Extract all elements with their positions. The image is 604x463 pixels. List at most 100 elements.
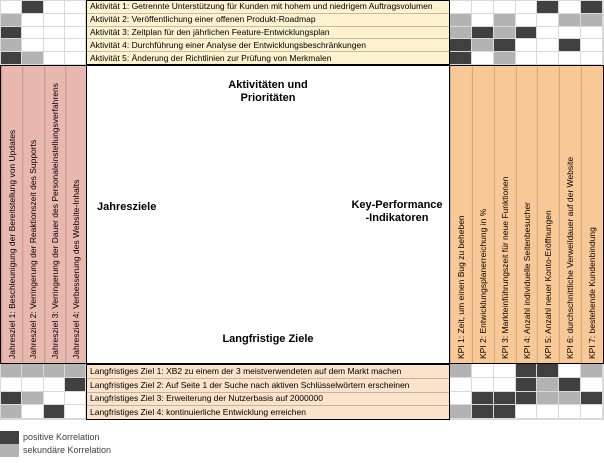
longterm-goal-row: Langfristiges Ziel 2: Auf Seite 1 der Su…	[87, 379, 449, 393]
empty-cell	[64, 26, 86, 40]
matrix-activities-yeargoals	[0, 0, 86, 65]
empty-cell	[537, 26, 560, 40]
empty-cell	[1, 1, 23, 14]
empty-cell	[22, 26, 44, 40]
kpi-column: KPI 2: Entwicklungsplanerreichung in %	[471, 66, 494, 363]
year-goal-column: Jahresziel 1: Beschleunigung der Bereits…	[1, 66, 23, 363]
empty-cell	[64, 13, 86, 27]
secondary-correlation-cell	[1, 405, 23, 419]
kpi-column: KPI 7: bestehende Kundenbindung	[581, 66, 604, 363]
secondary-correlation-cell	[22, 364, 44, 378]
activity-row: Aktivität 5: Änderung der Richtlinien zu…	[90, 52, 332, 63]
kpi-quadrant-label: Key-Performance -Indikatoren	[351, 199, 443, 224]
empty-cell	[471, 377, 494, 392]
positive-correlation-cell	[22, 1, 44, 14]
empty-cell	[22, 405, 44, 419]
secondary-correlation-cell	[493, 13, 516, 27]
empty-cell	[515, 13, 538, 27]
year-goal-column: Jahresziel 4: Verbesserung des Website-I…	[64, 66, 86, 363]
positive-correlation-cell	[450, 39, 472, 53]
empty-cell	[537, 52, 560, 65]
empty-cell	[64, 39, 86, 53]
empty-cell	[515, 405, 538, 419]
empty-cell	[581, 52, 603, 65]
positive-correlation-cell	[471, 391, 494, 406]
secondary-correlation-cell	[537, 391, 560, 406]
longterm-goals-box: Langfristiges Ziel 1: XB2 zu einem der 3…	[86, 364, 450, 420]
positive-correlation-cell	[537, 1, 560, 14]
empty-cell	[22, 377, 44, 392]
empty-cell	[64, 52, 86, 65]
secondary-correlation-cell	[1, 13, 23, 27]
empty-cell	[450, 377, 472, 392]
empty-cell	[471, 13, 494, 27]
activity-row: Aktivität 1: Getrennte Unterstützung für…	[87, 1, 449, 14]
empty-cell	[559, 405, 582, 419]
positive-correlation-cell	[1, 52, 23, 65]
kpi-column: KPI 6: durchschnittliche Verweildauer au…	[559, 66, 582, 363]
empty-cell	[64, 405, 86, 419]
positive-correlation-cell	[450, 52, 472, 65]
empty-cell	[581, 377, 603, 392]
empty-cell	[493, 377, 516, 392]
empty-cell	[581, 39, 603, 53]
year-goal-column: Jahresziel 3: Verringerung der Dauer des…	[43, 66, 65, 363]
kpi-column: KPI 4: Anzahl individuelle Seitenbesuche…	[515, 66, 538, 363]
empty-cell	[450, 391, 472, 406]
empty-cell	[559, 364, 582, 378]
activity-row: Aktivität 2: Veröffentlichung einer offe…	[87, 14, 449, 27]
activities-quadrant-label: Aktivitäten und Prioritäten	[228, 79, 308, 104]
secondary-correlation-cell	[1, 39, 23, 53]
secondary-correlation-cell	[471, 39, 494, 53]
secondary-correlation-cell	[22, 391, 44, 406]
secondary-correlation-cell	[493, 26, 516, 40]
secondary-correlation-cell	[493, 52, 516, 65]
secondary-correlation-cell	[64, 364, 86, 378]
matrix-activities-kpis	[450, 0, 604, 65]
empty-cell	[559, 52, 582, 65]
positive-correlation-cell	[493, 405, 516, 419]
empty-cell	[471, 52, 494, 65]
positive-correlation-cell	[581, 1, 603, 14]
empty-cell	[471, 1, 494, 14]
year-goals-quadrant-label: Jahresziele	[97, 201, 157, 213]
secondary-correlation-cell	[22, 52, 44, 65]
positive-correlation-cell	[471, 26, 494, 40]
positive-correlation-cell	[64, 377, 86, 392]
empty-cell	[537, 13, 560, 27]
center-box	[86, 65, 450, 364]
longterm-goal-row: Langfristiges Ziel 3: Erweiterung der Nu…	[87, 393, 449, 407]
kpi-column: KPI 5: Anzahl neuer Konto-Eröffnungen	[537, 66, 560, 363]
matrix-longtermgoals-kpis	[450, 364, 604, 420]
positive-correlation-cell	[1, 391, 23, 406]
empty-cell	[43, 13, 65, 27]
legend-row-secondary: sekundäre Korrelation	[0, 444, 111, 457]
empty-cell	[43, 391, 65, 406]
empty-cell	[581, 405, 603, 419]
empty-cell	[559, 26, 582, 40]
secondary-correlation-cell	[581, 364, 603, 378]
empty-cell	[559, 1, 582, 14]
empty-cell	[22, 13, 44, 27]
positive-correlation-cell	[559, 377, 582, 392]
empty-cell	[1, 377, 23, 392]
positive-correlation-cell	[515, 26, 538, 40]
empty-cell	[515, 52, 538, 65]
empty-cell	[22, 39, 44, 53]
empty-cell	[43, 26, 65, 40]
matrix-longtermgoals-yeargoals	[0, 364, 86, 420]
year-goals-strip: Jahresziel 1: Beschleunigung der Bereits…	[0, 65, 86, 364]
empty-cell	[471, 364, 494, 378]
longterm-goal-row: Langfristiges Ziel 4: kontinuierliche En…	[90, 407, 306, 418]
empty-cell	[43, 52, 65, 65]
empty-cell	[43, 39, 65, 53]
secondary-correlation-cell	[1, 364, 23, 378]
positive-correlation-cell	[1, 26, 23, 40]
secondary-correlation-cell	[537, 377, 560, 392]
activity-row: Aktivität 4: Durchführung einer Analyse …	[87, 39, 449, 53]
positive-correlation-swatch	[0, 431, 19, 444]
activities-box: Aktivität 1: Getrennte Unterstützung für…	[86, 0, 450, 65]
positive-correlation-cell	[493, 39, 516, 53]
legend-row-positive: positive Korrelation	[0, 431, 100, 444]
empty-cell	[450, 1, 472, 14]
